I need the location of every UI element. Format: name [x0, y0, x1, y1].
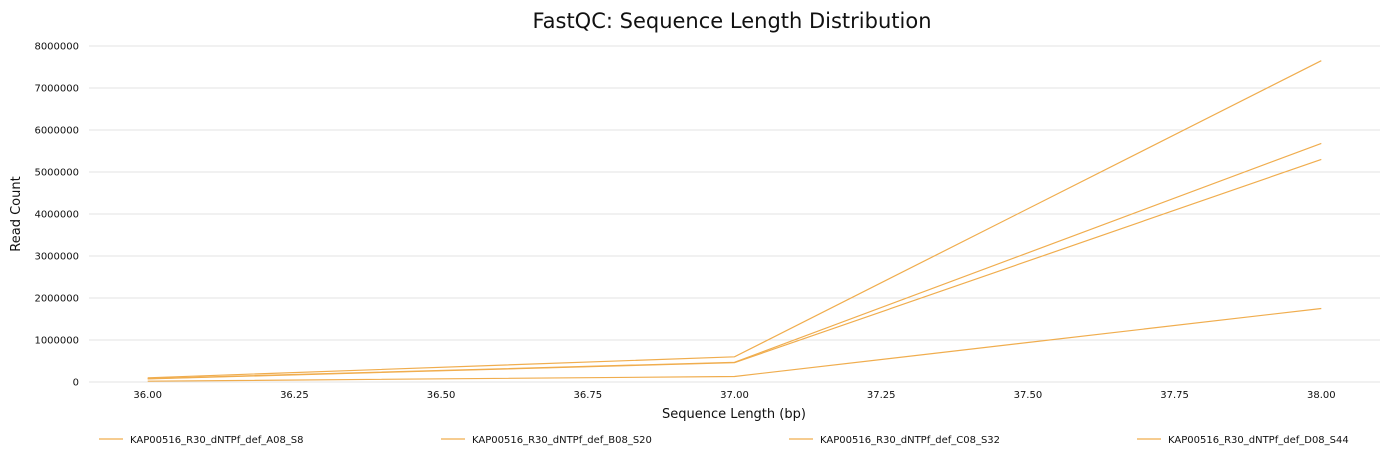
- series-line: [147, 158, 1322, 380]
- y-tick-label: 5000000: [34, 168, 79, 179]
- x-tick-label: 37.00: [720, 390, 749, 401]
- series-line: [147, 60, 1322, 379]
- x-tick-label: 37.25: [867, 390, 896, 401]
- y-tick-label: 7000000: [34, 84, 79, 95]
- x-axis-label: Sequence Length (bp): [662, 407, 806, 422]
- y-axis-label: Read Count: [9, 176, 24, 251]
- series-line: [147, 307, 1322, 382]
- legend: KAP00516_R30_dNTPf_def_A08_S8 KAP00516_R3…: [99, 435, 1349, 446]
- chart-title: FastQC: Sequence Length Distribution: [532, 9, 931, 33]
- series-line: [147, 142, 1322, 380]
- y-tick-label: 1000000: [34, 336, 79, 347]
- x-tick-label: 36.25: [280, 390, 309, 401]
- x-tick-label: 37.75: [1160, 390, 1189, 401]
- y-tick-label: 4000000: [34, 210, 79, 221]
- x-tick-label: 37.50: [1014, 390, 1043, 401]
- x-tick-label: 36.00: [133, 390, 162, 401]
- y-tick-label: 3000000: [34, 252, 79, 263]
- legend-label: KAP00516_R30_dNTPf_def_A08_S8: [130, 435, 304, 446]
- legend-label: KAP00516_R30_dNTPf_def_C08_S32: [820, 435, 1000, 446]
- y-tick-label: 6000000: [34, 126, 79, 137]
- x-tick-label: 36.75: [573, 390, 602, 401]
- y-tick-label: 8000000: [34, 42, 79, 53]
- x-axis-ticks: 36.00 36.25 36.50 36.75 37.00 37.25 37.50 37.75…: [133, 390, 1335, 401]
- x-tick-label: 36.50: [427, 390, 456, 401]
- y-tick-label: 0: [73, 378, 79, 389]
- y-tick-label: 2000000: [34, 294, 79, 305]
- x-tick-label: 38.00: [1307, 390, 1336, 401]
- legend-label: KAP00516_R30_dNTPf_def_D08_S44: [1168, 435, 1349, 446]
- grid-lines: [89, 45, 1380, 383]
- y-axis-ticks: 0 1000000 2000000 3000000 4000000 5000000 6000…: [34, 42, 79, 389]
- legend-label: KAP00516_R30_dNTPf_def_B08_S20: [472, 435, 652, 446]
- series-lines: [147, 60, 1322, 382]
